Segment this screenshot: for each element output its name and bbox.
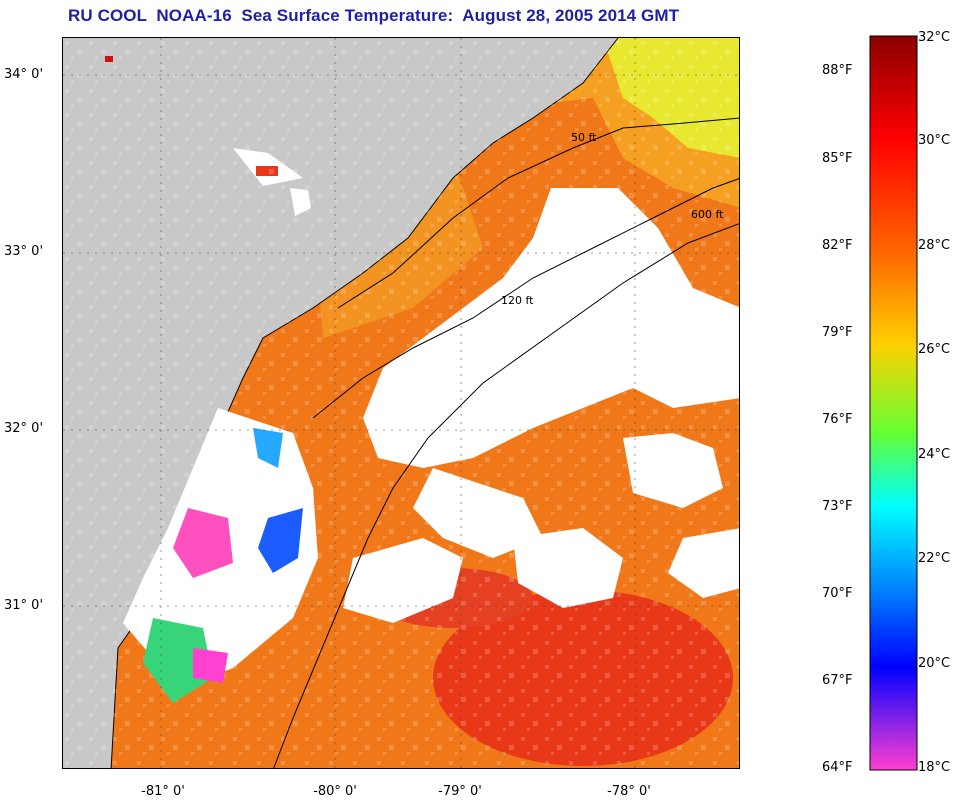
lon-label-80: -80° 0' bbox=[313, 784, 357, 799]
colorbar-c-18: 18°C bbox=[918, 760, 951, 775]
contour-50ft bbox=[337, 117, 739, 309]
contour-label-600: 600 ft bbox=[691, 208, 724, 221]
cold-water-patch-2 bbox=[258, 508, 303, 573]
lat-label-33: 33° 0' bbox=[4, 244, 44, 259]
colorbar-f-64: 64°F bbox=[822, 760, 853, 775]
contour-label-120: 120 ft bbox=[501, 294, 534, 307]
colorbar-c-20: 20°C bbox=[918, 656, 951, 671]
lon-label-81: -81° 0' bbox=[141, 784, 185, 799]
contour-120ft bbox=[312, 178, 739, 419]
sst-map: 50 ft 120 ft 600 ft bbox=[62, 37, 740, 769]
colorbar-f-67: 67°F bbox=[822, 673, 853, 688]
colorbar-f-82: 82°F bbox=[822, 238, 853, 253]
cold-water-patch-1 bbox=[253, 428, 283, 468]
lat-label-34: 34° 0' bbox=[4, 67, 44, 82]
colorbar-c-24: 24°C bbox=[918, 447, 951, 462]
contour-label-50: 50 ft bbox=[571, 131, 597, 144]
colorbar-c-26: 26°C bbox=[918, 342, 951, 357]
cold-water-patch-3 bbox=[173, 508, 233, 578]
cold-water-patch-5 bbox=[193, 648, 228, 683]
sst-map-canvas: 50 ft 120 ft 600 ft bbox=[63, 38, 739, 768]
color-scale-bar bbox=[869, 35, 918, 771]
colorbar-c-28: 28°C bbox=[918, 238, 951, 253]
lon-label-79: -79° 0' bbox=[438, 784, 482, 799]
colorbar-f-76: 76°F bbox=[822, 412, 853, 427]
lat-label-31: 31° 0' bbox=[4, 598, 44, 613]
lon-label-78: -78° 0' bbox=[607, 784, 651, 799]
colorbar-c-30: 30°C bbox=[918, 133, 951, 148]
colorbar-f-79: 79°F bbox=[822, 325, 853, 340]
map-grid bbox=[63, 38, 739, 768]
contour-600ft bbox=[273, 223, 739, 768]
colorbar-f-88: 88°F bbox=[822, 63, 853, 78]
colorbar-f-85: 85°F bbox=[822, 151, 853, 166]
lat-label-32: 32° 0' bbox=[4, 421, 44, 436]
colorbar-c-32: 32°C bbox=[918, 30, 951, 45]
colorbar-f-70: 70°F bbox=[822, 586, 853, 601]
colorbar-c-22: 22°C bbox=[918, 551, 951, 566]
map-title: RU COOL NOAA-16 Sea Surface Temperature:… bbox=[68, 6, 680, 25]
colorbar-f-73: 73°F bbox=[822, 499, 853, 514]
